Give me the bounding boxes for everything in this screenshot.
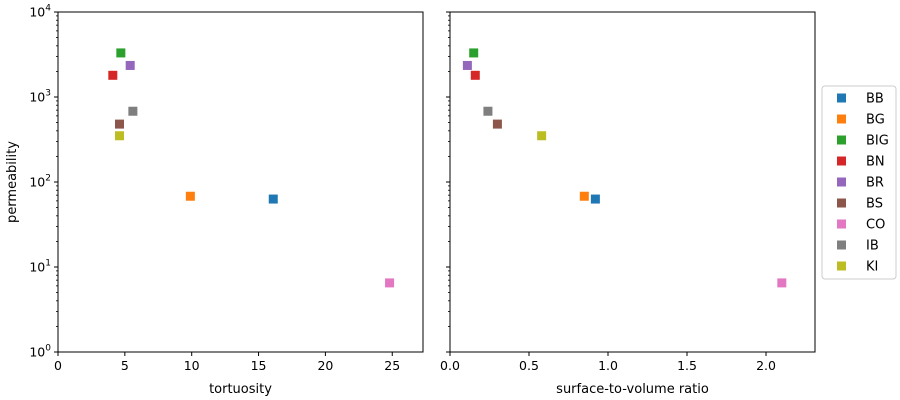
plot-area-frame	[449, 11, 816, 353]
legend-marker-bg	[837, 114, 846, 124]
legend-label-ib: IB	[866, 239, 879, 254]
plot-area-frame	[57, 11, 424, 353]
x-tick-label: 5	[121, 358, 129, 373]
x-axis-label: tortuosity	[209, 382, 272, 397]
x-tick-label: 10	[184, 358, 200, 373]
legend-marker-big	[837, 135, 846, 145]
legend-marker-ib	[837, 240, 846, 250]
x-tick-label: 25	[384, 358, 400, 373]
legend: BB BG BIG BN BR BS CO IB KI	[821, 85, 897, 280]
y-tick-label: 103	[29, 89, 51, 105]
point-bs	[115, 119, 125, 129]
x-tick-label: 0.5	[519, 358, 539, 373]
point-br	[462, 60, 472, 70]
tortuosity-panel: 0 5 10 15 20 25 100 101 102 103 104 tortuosity per…	[5, 4, 424, 397]
legend-label-big: BIG	[866, 134, 889, 149]
legend-marker-co	[837, 219, 846, 229]
surface-to-volume-panel: 0.0 0.5 1.0 1.5 2.0 surface-to-volume ratio	[440, 11, 816, 397]
point-ib	[128, 106, 138, 116]
point-bg	[579, 191, 589, 201]
x-tick-label: 2.0	[756, 358, 776, 373]
legend-label-bs: BS	[866, 197, 883, 212]
y-axis-label: permeability	[5, 141, 20, 223]
point-bs	[492, 119, 502, 129]
legend-marker-bb	[837, 93, 846, 103]
point-ki	[115, 131, 125, 141]
y-tick-label: 102	[29, 174, 51, 190]
point-ib	[483, 106, 493, 116]
y-tick-label: 104	[29, 4, 51, 20]
y-tick-label: 100	[29, 344, 51, 360]
x-tick-label: 15	[251, 358, 267, 373]
point-bg	[185, 191, 195, 201]
legend-label-bg: BG	[866, 113, 885, 128]
x-tick-label: 1.0	[598, 358, 618, 373]
x-tick-label: 20	[317, 358, 333, 373]
x-axis-label: surface-to-volume ratio	[556, 382, 709, 397]
point-ki	[537, 131, 547, 141]
x-tick-label: 0	[54, 358, 62, 373]
legend-marker-ki	[837, 261, 846, 271]
legend-label-bn: BN	[866, 155, 885, 170]
x-tick-label: 0.0	[440, 358, 460, 373]
legend-label-bb: BB	[866, 92, 884, 107]
legend-marker-bs	[837, 198, 846, 208]
point-bb	[268, 194, 278, 204]
point-big	[469, 48, 479, 58]
point-br	[125, 60, 135, 70]
point-bn	[470, 70, 480, 80]
point-co	[385, 278, 395, 288]
x-tick-label: 1.5	[677, 358, 697, 373]
legend-marker-br	[837, 177, 846, 187]
legend-marker-bn	[837, 156, 846, 166]
y-tick-label: 101	[29, 259, 51, 275]
legend-label-co: CO	[866, 218, 885, 233]
point-big	[116, 48, 126, 58]
point-co	[777, 278, 787, 288]
legend-label-br: BR	[866, 176, 884, 191]
legend-label-ki: KI	[866, 260, 878, 275]
point-bb	[590, 194, 600, 204]
legend-frame	[821, 85, 897, 280]
point-bn	[108, 70, 118, 80]
